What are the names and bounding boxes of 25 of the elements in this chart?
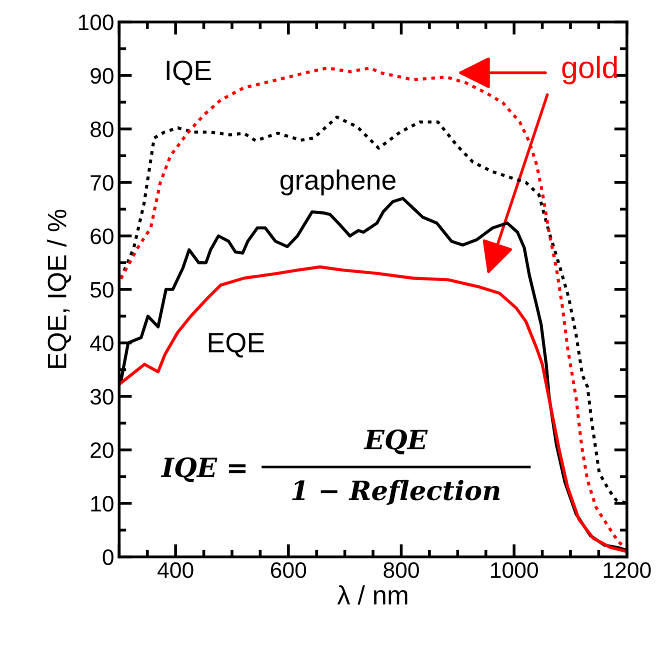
x-tick-label: 1000 (491, 562, 538, 578)
x-tick-label: 800 (384, 562, 419, 578)
x-tick-label: 1200 (604, 562, 651, 578)
y-tick-label: 100 (78, 14, 114, 30)
y-tick-label: 30 (90, 388, 114, 405)
y-tick-label: 90 (90, 68, 114, 84)
x-axis-title: λ / nm (337, 585, 408, 605)
annotation: gold (562, 56, 617, 84)
x-tick-label: 400 (158, 562, 194, 578)
annotation: 1 − Reflection (292, 480, 500, 505)
y-tick-label: 0 (102, 549, 114, 566)
y-tick-label: 60 (90, 228, 114, 244)
y-tick-label: 40 (90, 335, 114, 352)
annotation: graphene (280, 169, 396, 196)
annotation: IQE (166, 60, 211, 86)
annotation: EQE (364, 430, 428, 454)
y-tick-label: 80 (90, 121, 114, 138)
x-tick-label: 600 (271, 562, 306, 578)
annotation: IQE = (160, 457, 246, 482)
y-tick-label: 50 (90, 282, 114, 298)
y-tick-label: 20 (90, 442, 114, 458)
annotation: EQE (208, 332, 264, 358)
y-axis-title: EQE, IQE / % (47, 210, 72, 368)
y-tick-label: 70 (90, 174, 114, 191)
y-tick-label: 10 (91, 496, 114, 512)
